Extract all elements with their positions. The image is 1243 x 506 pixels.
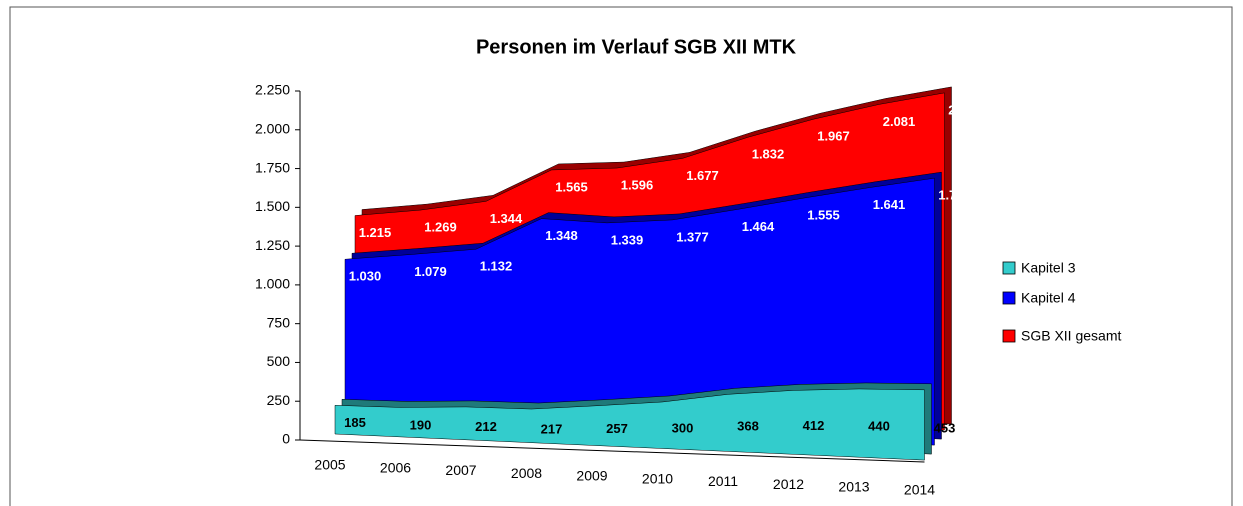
- y-tick-label: 250: [267, 392, 291, 408]
- data-label: 1.269: [424, 220, 457, 235]
- y-tick-label: 1.000: [255, 276, 290, 292]
- x-tick-label: 2010: [642, 470, 673, 486]
- legend-swatch: [1002, 329, 1016, 343]
- data-label: 2.081: [883, 114, 916, 129]
- legend-label: Kapitel 3: [1021, 260, 1076, 276]
- data-label: 1.348: [545, 228, 578, 243]
- data-label: 1.079: [414, 264, 447, 279]
- y-tick-label: 1.250: [255, 237, 290, 253]
- data-label: 440: [868, 419, 890, 434]
- x-tick-label: 2005: [314, 457, 345, 473]
- x-tick-label: 2006: [380, 459, 411, 475]
- x-tick-label: 2011: [708, 473, 738, 489]
- x-tick-label: 2009: [576, 468, 607, 484]
- data-label: 300: [672, 421, 694, 436]
- data-label: 1.339: [611, 232, 644, 247]
- data-label: 1.641: [873, 197, 906, 212]
- y-tick-label: 2.250: [255, 82, 290, 98]
- y-tick-label: 0: [282, 431, 290, 447]
- data-label: 257: [606, 421, 628, 436]
- data-label: 368: [737, 418, 759, 433]
- data-label: 1.596: [621, 177, 654, 192]
- y-tick-label: 1.750: [255, 159, 290, 175]
- data-label: 1.464: [742, 219, 775, 234]
- data-label: 1.555: [807, 208, 840, 223]
- x-axis: [299, 439, 925, 463]
- x-tick-label: 2008: [511, 465, 542, 481]
- data-label: 1.377: [676, 229, 709, 244]
- legend-swatch: [1002, 261, 1016, 275]
- data-label: 1.215: [359, 225, 392, 240]
- x-tick-label: 2007: [445, 462, 476, 478]
- chart-title: Personen im Verlauf SGB XII MTK: [476, 36, 797, 58]
- data-label: 2.174: [948, 102, 981, 117]
- y-tick-label: 500: [267, 353, 291, 369]
- data-label: 217: [541, 421, 563, 436]
- data-label: 190: [410, 418, 432, 433]
- x-tick-label: 2013: [838, 479, 869, 495]
- data-label: 412: [803, 418, 825, 433]
- data-label: 1.721: [938, 188, 971, 203]
- data-label: 453: [934, 420, 956, 435]
- data-label: 1.832: [752, 147, 785, 162]
- y-tick-label: 2.000: [255, 120, 290, 136]
- data-label: 1.565: [555, 179, 588, 194]
- data-label: 1.967: [817, 129, 850, 144]
- legend-label: Kapitel 4: [1021, 290, 1076, 306]
- data-label: 212: [475, 419, 497, 434]
- legend-swatch: [1002, 291, 1016, 305]
- data-label: 1.677: [686, 168, 719, 183]
- data-label: 1.344: [490, 211, 523, 226]
- x-tick-label: 2014: [904, 481, 935, 497]
- data-label: 185: [344, 415, 366, 430]
- x-tick-label: 2012: [773, 476, 804, 492]
- legend-label: SGB XII gesamt: [1021, 328, 1121, 344]
- data-label: 1.030: [349, 269, 382, 284]
- area: [334, 388, 925, 461]
- data-label: 1.132: [480, 259, 513, 274]
- y-tick-label: 1.500: [255, 198, 290, 214]
- y-tick-label: 750: [267, 314, 291, 330]
